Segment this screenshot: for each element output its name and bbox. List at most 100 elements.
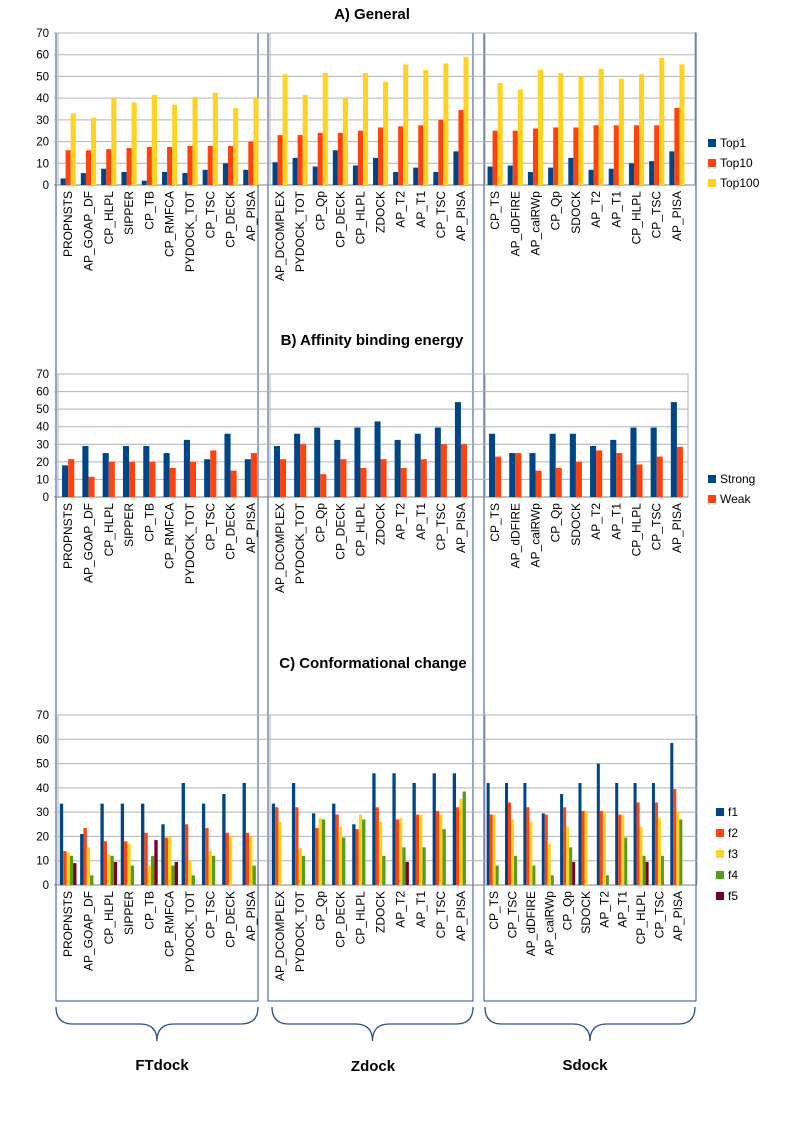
bar-f2 bbox=[315, 827, 319, 885]
x-tick-label: CP_DECK bbox=[224, 503, 238, 560]
x-tick-label: PYDOCK_TOT bbox=[183, 890, 197, 972]
bar-top1 bbox=[608, 168, 614, 185]
bar-weak bbox=[596, 450, 603, 497]
bar-strong bbox=[294, 433, 301, 497]
bar-weak bbox=[68, 459, 75, 497]
bar-f4 bbox=[514, 855, 518, 885]
bar-f2 bbox=[563, 807, 567, 885]
x-tick-label: AP_DCOMPLEX bbox=[273, 891, 287, 981]
bar-f5 bbox=[645, 861, 649, 885]
bar-top10 bbox=[357, 130, 363, 185]
bar-f1 bbox=[596, 763, 600, 885]
x-tick-label: CP_TB bbox=[142, 503, 156, 542]
y-tick-label: 70 bbox=[36, 369, 49, 381]
bar-weak bbox=[400, 468, 407, 497]
x-tick-label: CP_DECK bbox=[333, 891, 347, 948]
bar-strong bbox=[82, 446, 89, 497]
y-tick-label: 10 bbox=[36, 856, 49, 868]
bar-f2 bbox=[508, 802, 512, 885]
legend-label: f1 bbox=[728, 805, 738, 819]
bar-f4 bbox=[362, 819, 366, 885]
bar-f3 bbox=[639, 826, 643, 885]
legend-label: f2 bbox=[728, 826, 738, 840]
x-tick-label: AP_PISA bbox=[454, 503, 468, 553]
bar-weak bbox=[575, 461, 582, 497]
bar-top10 bbox=[573, 127, 579, 185]
bar-weak bbox=[495, 456, 502, 497]
bar-weak bbox=[420, 459, 427, 497]
bar-top100 bbox=[172, 104, 178, 185]
bar-f4 bbox=[211, 855, 216, 885]
bar-top1 bbox=[628, 163, 634, 185]
x-tick-label: ZDOCK bbox=[374, 503, 388, 545]
bar-top100 bbox=[538, 69, 544, 185]
legend-swatch-f1 bbox=[716, 808, 724, 816]
bar-strong bbox=[590, 446, 597, 497]
bar-top1 bbox=[141, 180, 147, 185]
legend-swatch-weak bbox=[708, 495, 716, 503]
bar-strong bbox=[354, 427, 361, 497]
bar-f2 bbox=[544, 814, 548, 885]
chart-title: B) Affinity binding energy bbox=[281, 332, 464, 349]
bar-f2 bbox=[124, 841, 128, 885]
y-tick-label: 10 bbox=[36, 474, 49, 486]
x-tick-label: AP_T1 bbox=[414, 503, 428, 540]
bar-f2 bbox=[599, 810, 603, 885]
bar-top1 bbox=[507, 165, 513, 185]
bar-strong bbox=[102, 453, 109, 497]
x-tick-label: AP_T1 bbox=[414, 191, 428, 228]
y-tick-label: 50 bbox=[36, 404, 49, 416]
bar-f3 bbox=[86, 847, 91, 885]
bar-top100 bbox=[598, 68, 604, 185]
bar-strong bbox=[650, 427, 657, 497]
bar-top1 bbox=[527, 171, 533, 185]
bar-top100 bbox=[70, 113, 76, 185]
bar-top100 bbox=[497, 82, 503, 185]
bar-top10 bbox=[248, 141, 254, 185]
bar-f1 bbox=[80, 834, 84, 885]
group-brace bbox=[55, 1006, 259, 1042]
x-tick-label: PYDOCK_TOT bbox=[293, 890, 307, 972]
bar-f3 bbox=[358, 814, 363, 885]
bar-top100 bbox=[302, 94, 308, 185]
bar-top1 bbox=[272, 162, 278, 185]
bar-f3 bbox=[167, 836, 172, 885]
bar-weak bbox=[210, 450, 217, 497]
bar-f3 bbox=[602, 812, 606, 885]
bar-f1 bbox=[633, 783, 637, 885]
bar-f1 bbox=[523, 783, 527, 885]
bar-top1 bbox=[292, 157, 298, 185]
bar-f1 bbox=[578, 783, 582, 885]
legend-label: Weak bbox=[720, 492, 751, 506]
bar-strong bbox=[204, 459, 211, 497]
bar-strong bbox=[314, 427, 321, 497]
bar-f2 bbox=[673, 789, 677, 885]
bar-top10 bbox=[438, 119, 444, 185]
bar-top1 bbox=[222, 163, 229, 185]
bar-weak bbox=[149, 461, 156, 497]
bar-f4 bbox=[569, 847, 573, 885]
bar-top10 bbox=[277, 135, 283, 185]
bar-weak bbox=[676, 446, 683, 497]
bar-f1 bbox=[670, 742, 674, 885]
bar-strong bbox=[630, 427, 637, 497]
bar-weak bbox=[300, 444, 307, 497]
bar-f2 bbox=[245, 832, 250, 885]
bar-f4 bbox=[191, 875, 195, 885]
bar-top100 bbox=[90, 117, 97, 185]
x-tick-label: AP_T2 bbox=[394, 191, 408, 228]
bar-top1 bbox=[588, 169, 594, 185]
bar-f1 bbox=[372, 773, 376, 885]
bar-f1 bbox=[120, 803, 125, 885]
legend-label: Top1 bbox=[720, 136, 746, 150]
bar-top100 bbox=[322, 73, 328, 185]
x-tick-label: SIPPER bbox=[122, 191, 136, 235]
bar-f3 bbox=[338, 826, 342, 885]
legend-swatch-top100 bbox=[708, 179, 716, 187]
bar-f1 bbox=[222, 793, 226, 885]
bar-top1 bbox=[453, 151, 459, 185]
x-tick-label: CP_TB bbox=[142, 191, 156, 230]
bar-top10 bbox=[512, 130, 518, 185]
bar-f3 bbox=[529, 821, 533, 885]
bar-top1 bbox=[162, 171, 168, 185]
